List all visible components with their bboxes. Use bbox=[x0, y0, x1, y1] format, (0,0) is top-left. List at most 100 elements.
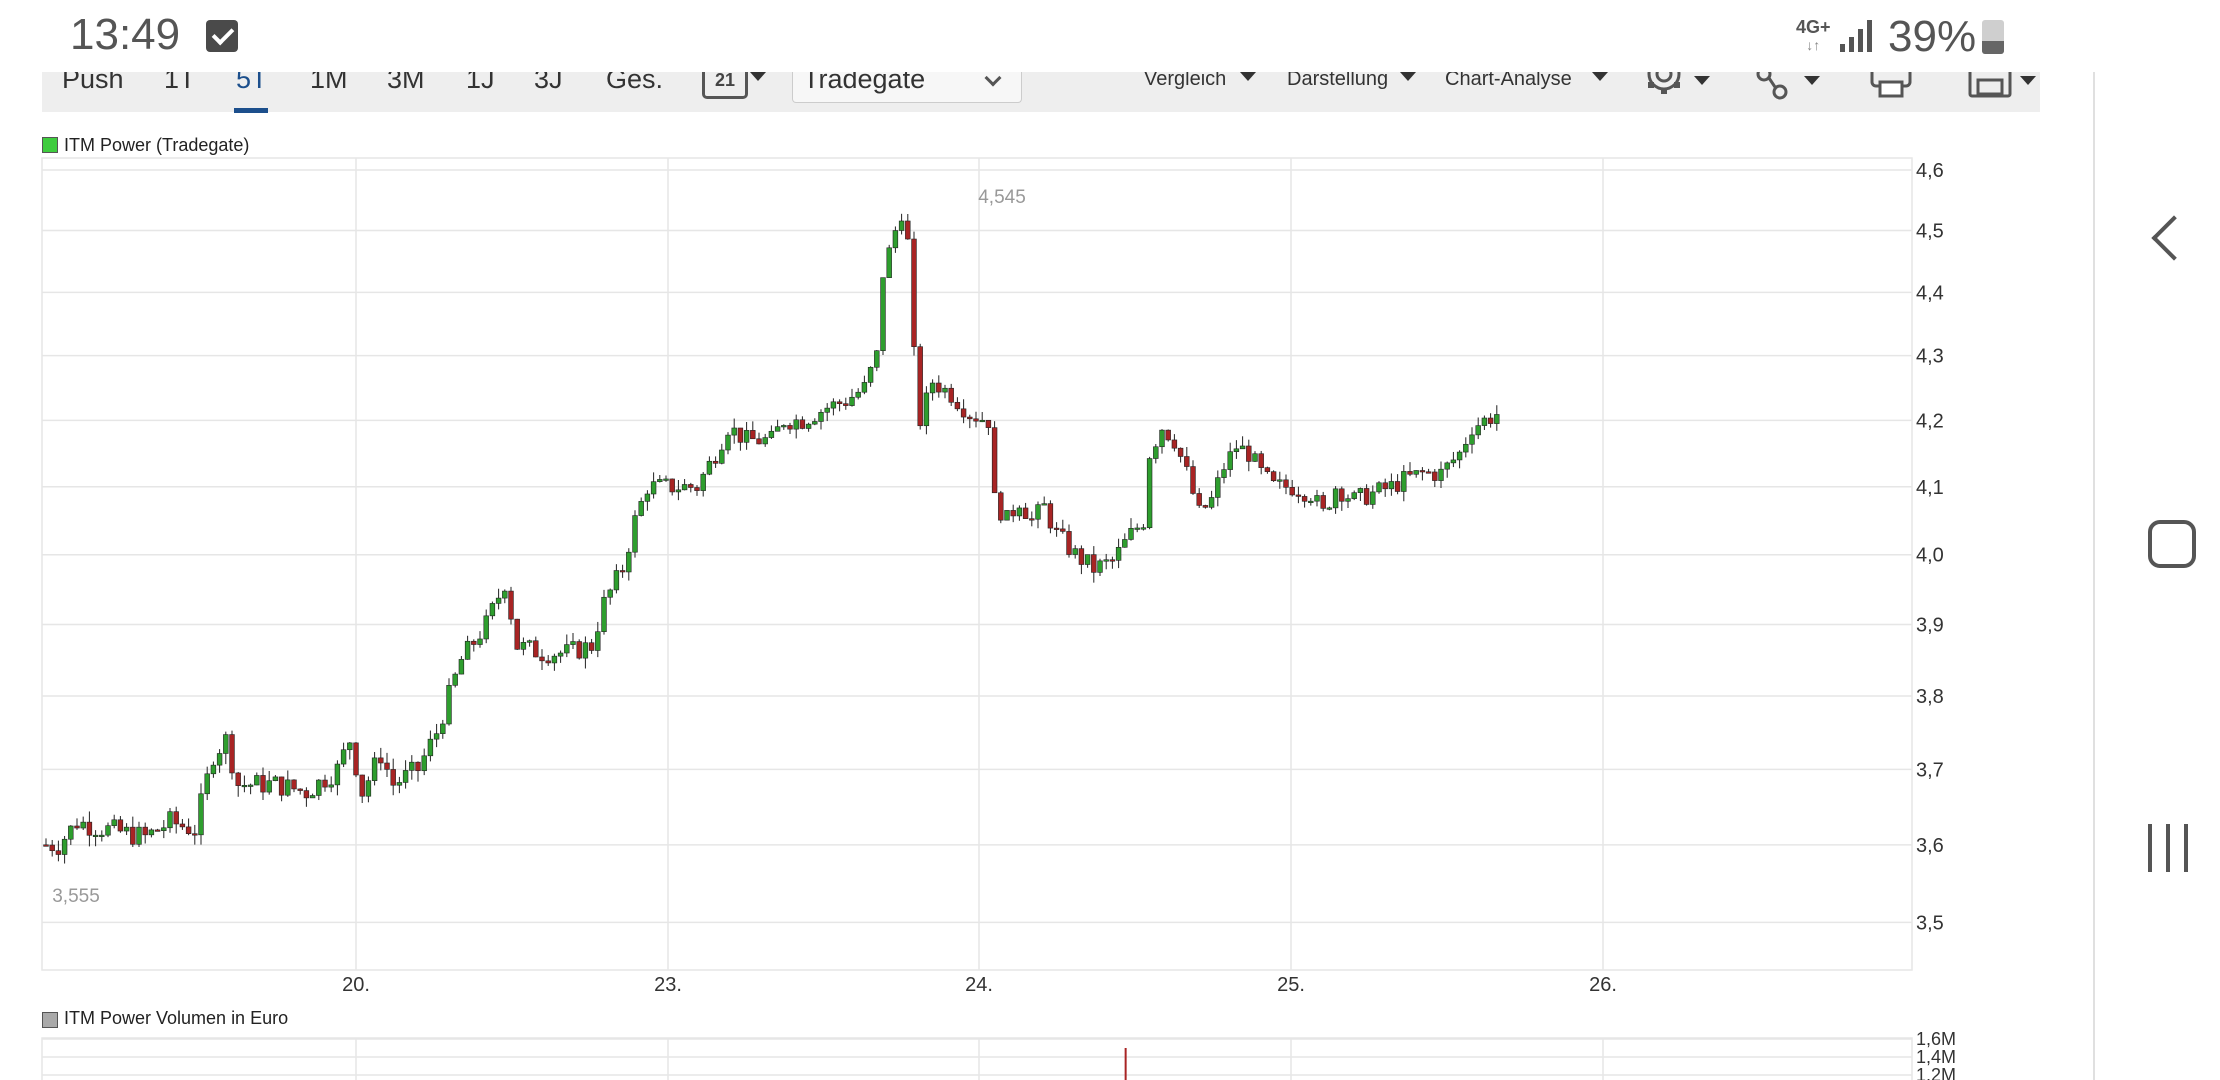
tab-ges[interactable]: Ges. bbox=[606, 64, 664, 94]
candle-body bbox=[1475, 425, 1481, 436]
tab-5t[interactable]: 5T bbox=[236, 64, 268, 94]
candle-body bbox=[415, 761, 421, 772]
candle-body bbox=[1233, 448, 1240, 452]
candle-body bbox=[1227, 451, 1233, 470]
caret-down-icon[interactable] bbox=[1592, 72, 1608, 81]
candle-body bbox=[1078, 548, 1085, 565]
tab-3m[interactable]: 3M bbox=[387, 64, 425, 94]
candle-body bbox=[1494, 414, 1500, 424]
menu-darstellung[interactable]: Darstellung bbox=[1287, 68, 1389, 90]
exchange-value: Tradegate bbox=[803, 64, 926, 94]
candle-body bbox=[92, 834, 99, 837]
data-arrows-icon: ↓↑ bbox=[1806, 37, 1821, 53]
caret-down-icon[interactable] bbox=[1400, 72, 1416, 81]
calendar-caret-icon[interactable] bbox=[750, 72, 766, 81]
candle-body bbox=[657, 479, 663, 482]
candle-body bbox=[210, 764, 217, 775]
signal-icon bbox=[1840, 20, 1876, 52]
candle-body bbox=[942, 387, 948, 393]
candle-body bbox=[613, 570, 620, 591]
tab-3j[interactable]: 3J bbox=[534, 64, 563, 94]
volume-y-tick: 1,4M bbox=[1916, 1047, 1956, 1067]
candle-body bbox=[347, 742, 353, 751]
legend-price: ITM Power (Tradegate) bbox=[64, 135, 250, 155]
candle-body bbox=[706, 460, 713, 475]
candle-body bbox=[378, 757, 384, 764]
candle-body bbox=[960, 408, 967, 418]
candle-body bbox=[774, 426, 781, 432]
candle-body bbox=[675, 489, 682, 493]
candle-body bbox=[601, 596, 607, 632]
candle-body bbox=[1363, 488, 1370, 505]
candle-body bbox=[272, 776, 279, 782]
exchange-select[interactable]: Tradegate bbox=[792, 64, 1022, 103]
candle-body bbox=[1239, 445, 1246, 450]
candle-body bbox=[619, 570, 626, 573]
print-icon[interactable] bbox=[1868, 72, 1918, 102]
candle-body bbox=[1388, 481, 1395, 490]
candle-body bbox=[1351, 492, 1357, 499]
calendar-icon[interactable]: 21 bbox=[702, 71, 748, 99]
candle-body bbox=[334, 763, 341, 786]
candle-body bbox=[154, 829, 161, 832]
candle-body bbox=[582, 642, 589, 659]
candle-body bbox=[1432, 471, 1438, 481]
tab-1j[interactable]: 1J bbox=[466, 64, 495, 94]
battery-icon bbox=[1982, 20, 2004, 54]
candle-body bbox=[86, 821, 93, 836]
candle-body bbox=[1456, 451, 1463, 461]
candle-body bbox=[1450, 459, 1457, 464]
candle-body bbox=[576, 641, 582, 659]
chart-labels: 4,6 4,5 4,4 4,3 4,2 4,1 4,0 3,9 3,8 3,7 3,6 3,5 20. 2… bbox=[52, 160, 1944, 996]
candle-body bbox=[1270, 471, 1277, 482]
menu-vergleich[interactable]: Vergleich bbox=[1144, 68, 1227, 90]
recent-apps-icon[interactable] bbox=[2148, 824, 2192, 872]
save-icon[interactable] bbox=[1966, 72, 2040, 102]
candle-body bbox=[80, 821, 86, 829]
candle-body bbox=[1283, 479, 1289, 488]
tab-1m[interactable]: 1M bbox=[310, 64, 348, 94]
plot-frame bbox=[41, 157, 1913, 971]
candle-body bbox=[898, 220, 905, 231]
y-tick-label: 3,9 bbox=[1916, 614, 1944, 636]
candle-body bbox=[743, 430, 750, 443]
candle-body bbox=[1289, 487, 1295, 496]
candle-body bbox=[694, 487, 700, 491]
candle-body bbox=[316, 779, 322, 796]
share-icon[interactable] bbox=[1754, 72, 1824, 102]
candle-body bbox=[787, 425, 793, 430]
candle-body bbox=[1140, 527, 1147, 530]
candle-body bbox=[799, 419, 806, 429]
price-chart[interactable]: 4,6 4,5 4,4 4,3 4,2 4,1 4,0 3,9 3,8 3,7 3,6 3,5 20. 2… bbox=[0, 0, 2090, 1080]
candle-body bbox=[626, 551, 632, 573]
candle-body bbox=[1004, 510, 1010, 521]
candle-body bbox=[433, 733, 440, 740]
candle-body bbox=[285, 779, 291, 796]
settings-gear-icon[interactable] bbox=[1644, 72, 1714, 102]
candle-body bbox=[161, 827, 167, 832]
y-tick-label: 3,6 bbox=[1916, 835, 1944, 857]
candle-body bbox=[185, 826, 192, 834]
candle-body bbox=[446, 685, 452, 725]
menu-chart-analyse[interactable]: Chart-Analyse bbox=[1445, 68, 1572, 90]
candle-body bbox=[886, 247, 892, 278]
legend-volume-swatch bbox=[42, 1012, 58, 1028]
candle-body bbox=[483, 615, 489, 640]
candle-body bbox=[402, 770, 409, 783]
candle-body bbox=[781, 425, 787, 428]
tab-1t[interactable]: 1T bbox=[164, 64, 196, 94]
active-tab-indicator bbox=[234, 108, 268, 113]
home-icon[interactable] bbox=[2148, 520, 2196, 568]
candle-body bbox=[688, 484, 694, 488]
candle-body bbox=[762, 437, 768, 445]
tab-push[interactable]: Push bbox=[62, 64, 124, 94]
candle-body bbox=[458, 659, 465, 675]
caret-down-icon[interactable] bbox=[1240, 72, 1256, 81]
candle-body bbox=[768, 430, 775, 438]
candle-body bbox=[539, 656, 545, 662]
candle-body bbox=[192, 833, 198, 836]
candle-body bbox=[750, 430, 756, 440]
candle-body bbox=[1463, 443, 1469, 453]
candle-body bbox=[471, 640, 477, 645]
candle-body bbox=[1134, 527, 1140, 530]
